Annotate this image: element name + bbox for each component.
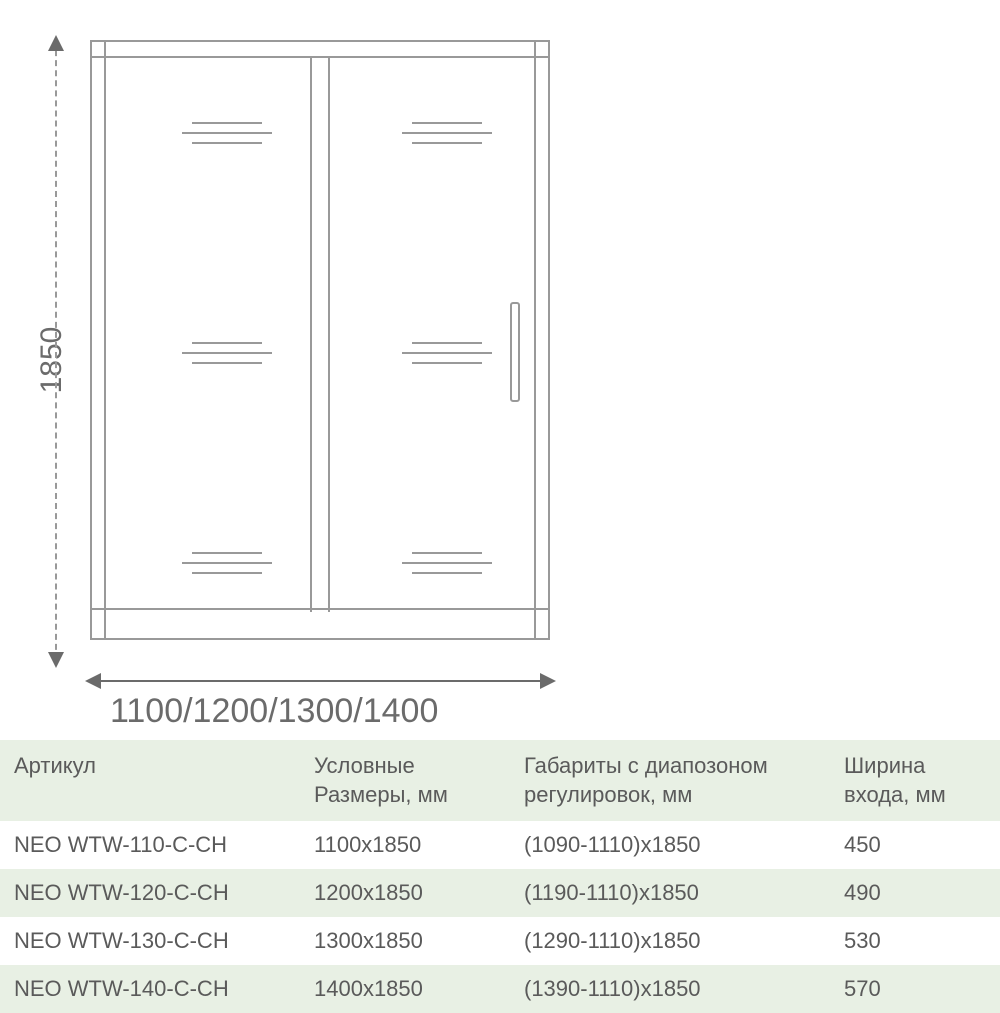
door-handle: [510, 302, 520, 402]
vent-line: [182, 562, 272, 564]
table-cell: NEO WTW-120-C-CH: [0, 869, 300, 917]
vent-line: [192, 122, 262, 124]
vent-line: [412, 362, 482, 364]
vent-line: [192, 572, 262, 574]
width-dimension-line: [90, 680, 550, 682]
door-left-rail: [92, 42, 106, 638]
table-cell: NEO WTW-110-C-CH: [0, 821, 300, 869]
vent-line: [412, 122, 482, 124]
table-cell: (1290-1110)x1850: [510, 917, 830, 965]
table-cell: 570: [830, 965, 1000, 1013]
col-header-entry: Ширина входа, мм: [830, 740, 1000, 821]
table-cell: (1190-1110)x1850: [510, 869, 830, 917]
header-text: Габариты с диапозоном: [524, 753, 768, 778]
table-cell: 530: [830, 917, 1000, 965]
table-cell: (1390-1110)x1850: [510, 965, 830, 1013]
vent-line: [182, 132, 272, 134]
shower-door-drawing: [90, 40, 550, 640]
header-text: регулировок, мм: [524, 782, 692, 807]
vent-line: [182, 352, 272, 354]
specifications-table: Артикул Условные Размеры, мм Габариты с …: [0, 740, 1000, 1013]
header-text: Артикул: [14, 753, 96, 778]
table-row: NEO WTW-120-C-CH1200x1850(1190-1110)x185…: [0, 869, 1000, 917]
table-cell: NEO WTW-130-C-CH: [0, 917, 300, 965]
table-cell: 1300x1850: [300, 917, 510, 965]
arrow-down-icon: [48, 652, 64, 668]
arrow-up-icon: [48, 35, 64, 51]
table-cell: 1100x1850: [300, 821, 510, 869]
table-cell: 1400x1850: [300, 965, 510, 1013]
table-cell: NEO WTW-140-C-CH: [0, 965, 300, 1013]
table-cell: (1090-1110)x1850: [510, 821, 830, 869]
table-row: NEO WTW-110-C-CH1100x1850(1090-1110)x185…: [0, 821, 1000, 869]
vent-line: [402, 562, 492, 564]
vent-line: [192, 552, 262, 554]
header-text: Размеры, мм: [314, 782, 448, 807]
table-row: NEO WTW-140-C-CH1400x1850(1390-1110)x185…: [0, 965, 1000, 1013]
vent-line: [192, 142, 262, 144]
table-cell: 450: [830, 821, 1000, 869]
technical-diagram: 1850 1100/1200/1300/1400: [0, 20, 1000, 720]
table-cell: 490: [830, 869, 1000, 917]
vent-line: [192, 342, 262, 344]
vent-line: [402, 352, 492, 354]
vent-line: [412, 552, 482, 554]
door-base: [92, 608, 548, 638]
width-dimension-label: 1100/1200/1300/1400: [110, 692, 438, 731]
door-top-rail: [92, 42, 548, 58]
col-header-article: Артикул: [0, 740, 300, 821]
vent-line: [412, 142, 482, 144]
vent-line: [192, 362, 262, 364]
vent-line: [412, 342, 482, 344]
header-text: входа, мм: [844, 782, 946, 807]
table-header-row: Артикул Условные Размеры, мм Габариты с …: [0, 740, 1000, 821]
header-text: Ширина: [844, 753, 925, 778]
vent-line: [412, 572, 482, 574]
table-row: NEO WTW-130-C-CH1300x1850(1290-1110)x185…: [0, 917, 1000, 965]
arrow-right-icon: [540, 673, 556, 689]
height-dimension-line: [55, 40, 57, 660]
vent-line: [402, 132, 492, 134]
col-header-range: Габариты с диапозоном регулировок, мм: [510, 740, 830, 821]
table-cell: 1200x1850: [300, 869, 510, 917]
header-text: Условные: [314, 753, 415, 778]
door-mid-rail: [310, 58, 330, 612]
height-dimension-label: 1850: [35, 327, 69, 394]
col-header-size: Условные Размеры, мм: [300, 740, 510, 821]
door-right-rail: [534, 42, 548, 638]
